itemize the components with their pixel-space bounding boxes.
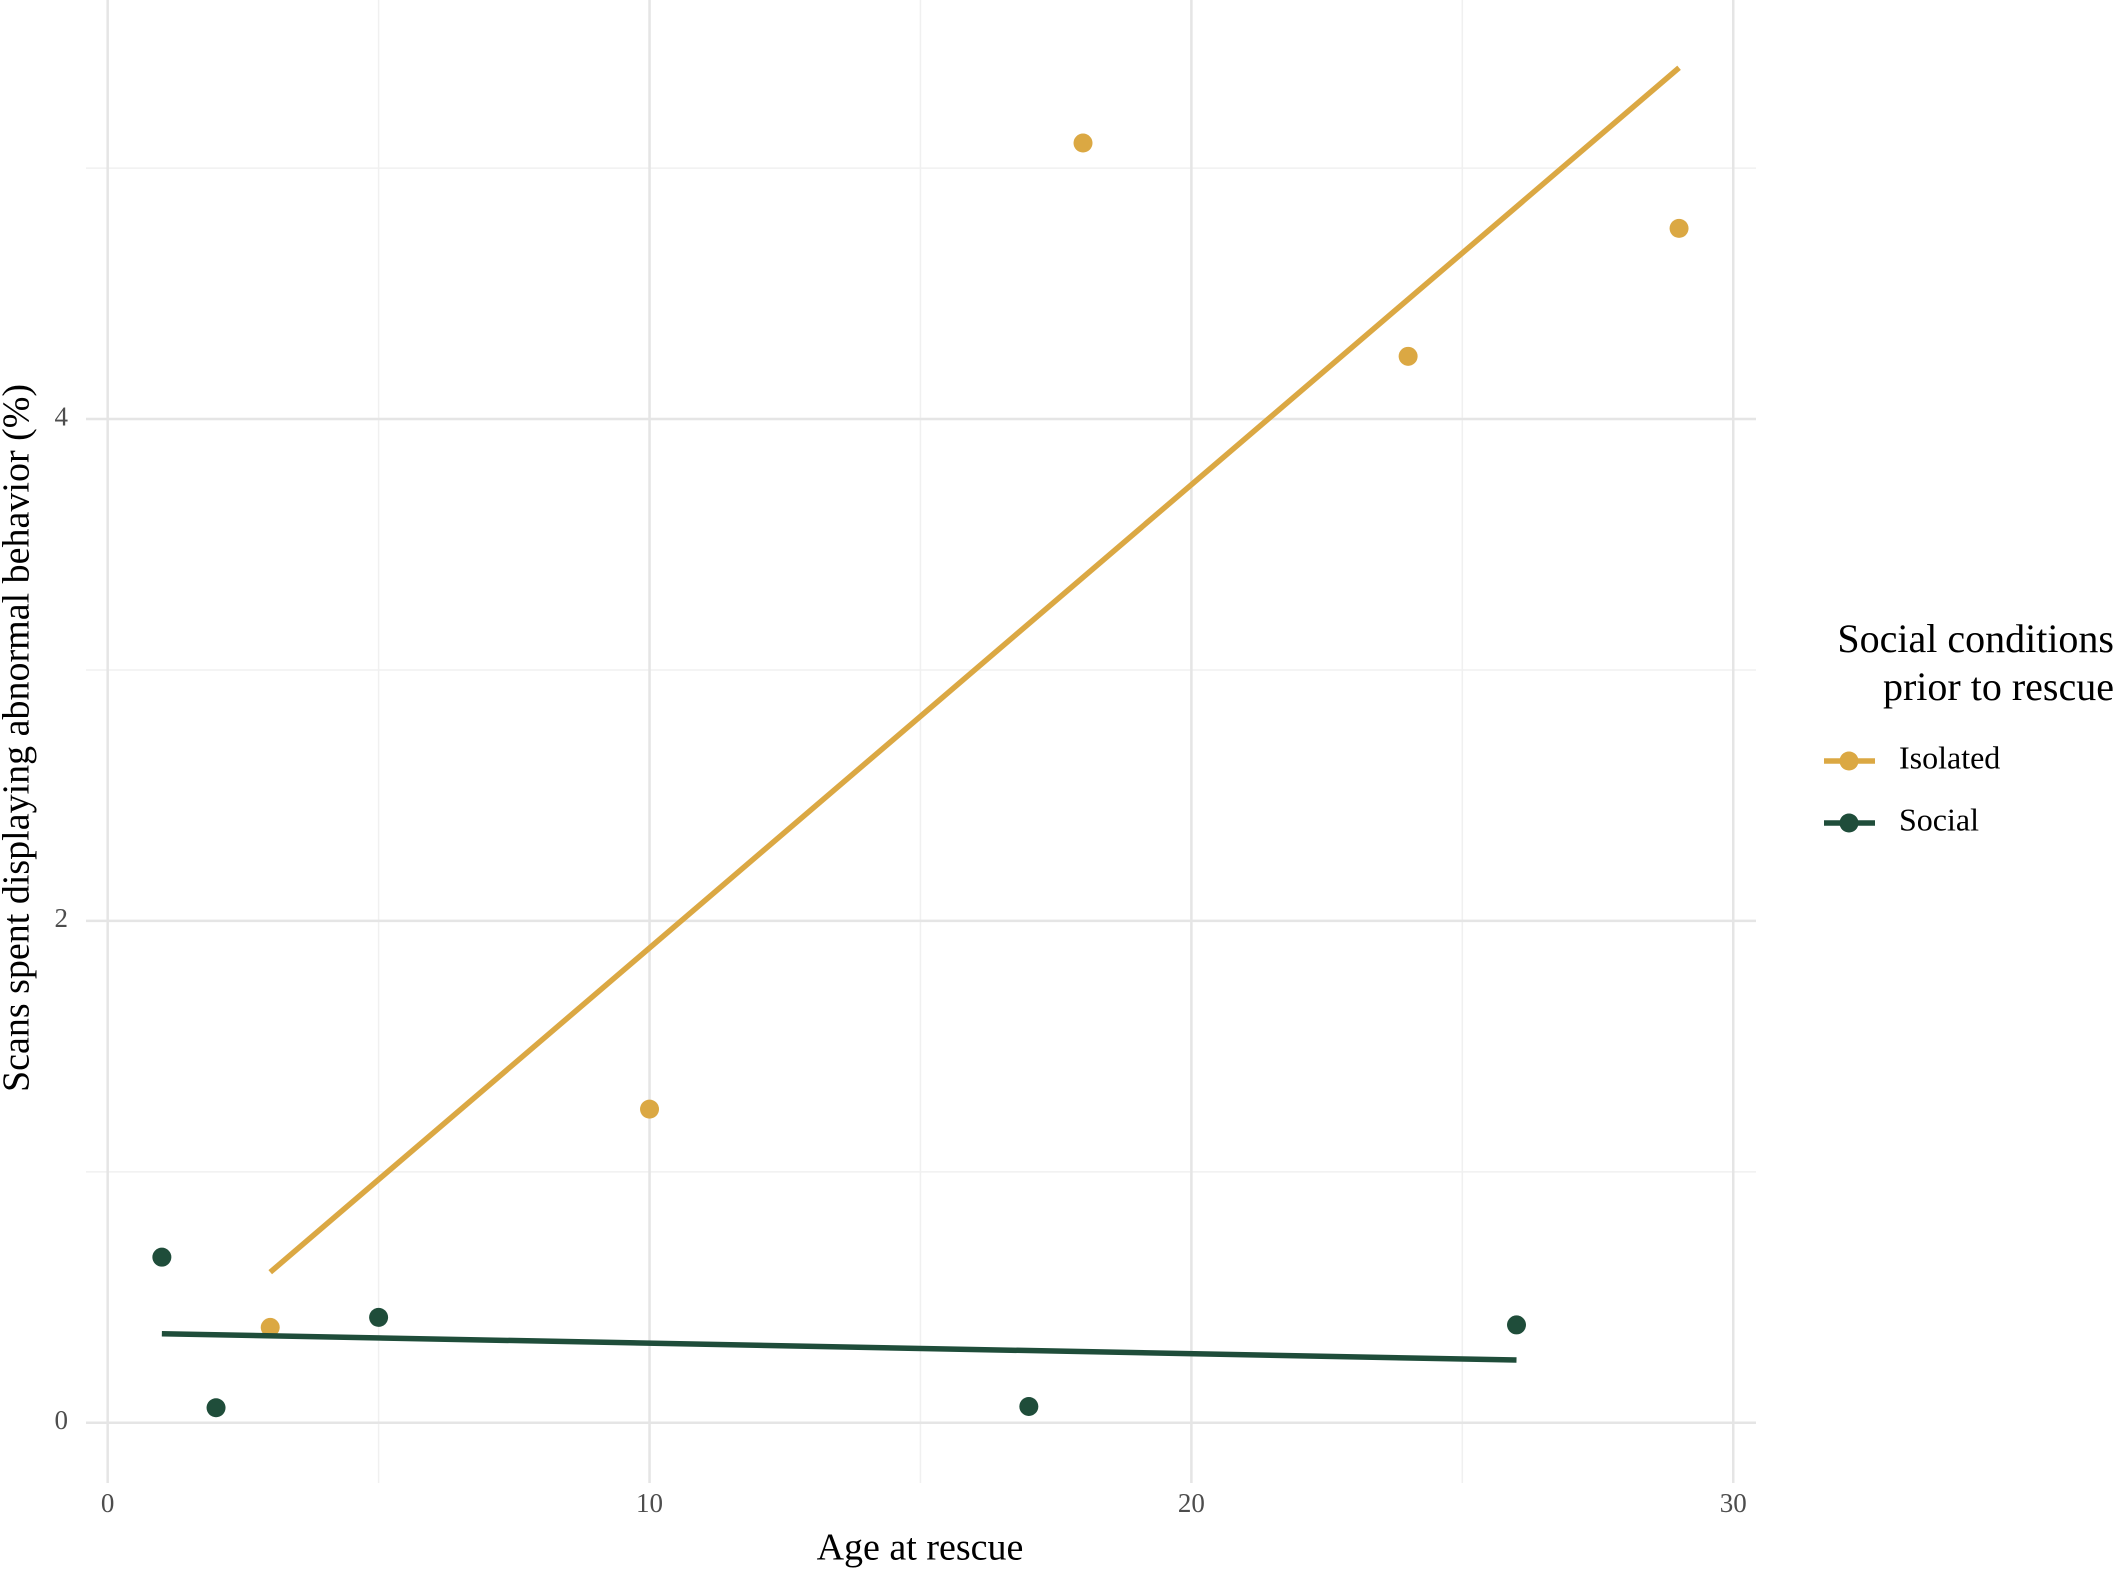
legend-label: Social	[1899, 801, 1979, 837]
trend-line	[268, 65, 1681, 1275]
point	[1398, 346, 1418, 366]
x-tick-label: 20	[1178, 1488, 1205, 1518]
point	[260, 1317, 280, 1337]
trend-line	[161, 1330, 1517, 1363]
x-tick-label: 30	[1720, 1488, 1747, 1518]
y-tick-label: 0	[55, 1405, 69, 1435]
y-tick-label: 2	[55, 903, 69, 933]
point	[206, 1398, 226, 1418]
point	[640, 1099, 660, 1119]
point	[369, 1307, 389, 1327]
legend-title: prior to rescue	[1883, 664, 2114, 709]
x-axis-title: Age at rescue	[817, 1527, 1024, 1569]
point	[152, 1247, 172, 1267]
point	[1019, 1396, 1039, 1416]
point	[1669, 218, 1689, 238]
y-axis-title: Scans spent displaying abnormal behavior…	[0, 384, 38, 1092]
point	[1073, 133, 1093, 153]
legend-label: Isolated	[1899, 739, 2000, 775]
x-tick-label: 10	[636, 1488, 663, 1518]
legend-key-point	[1839, 751, 1859, 771]
legend-title: Social conditions	[1837, 616, 2114, 661]
y-tick-label: 4	[55, 401, 69, 431]
legend-key-point	[1839, 813, 1859, 833]
point	[1506, 1315, 1526, 1335]
x-tick-label: 0	[101, 1488, 115, 1518]
